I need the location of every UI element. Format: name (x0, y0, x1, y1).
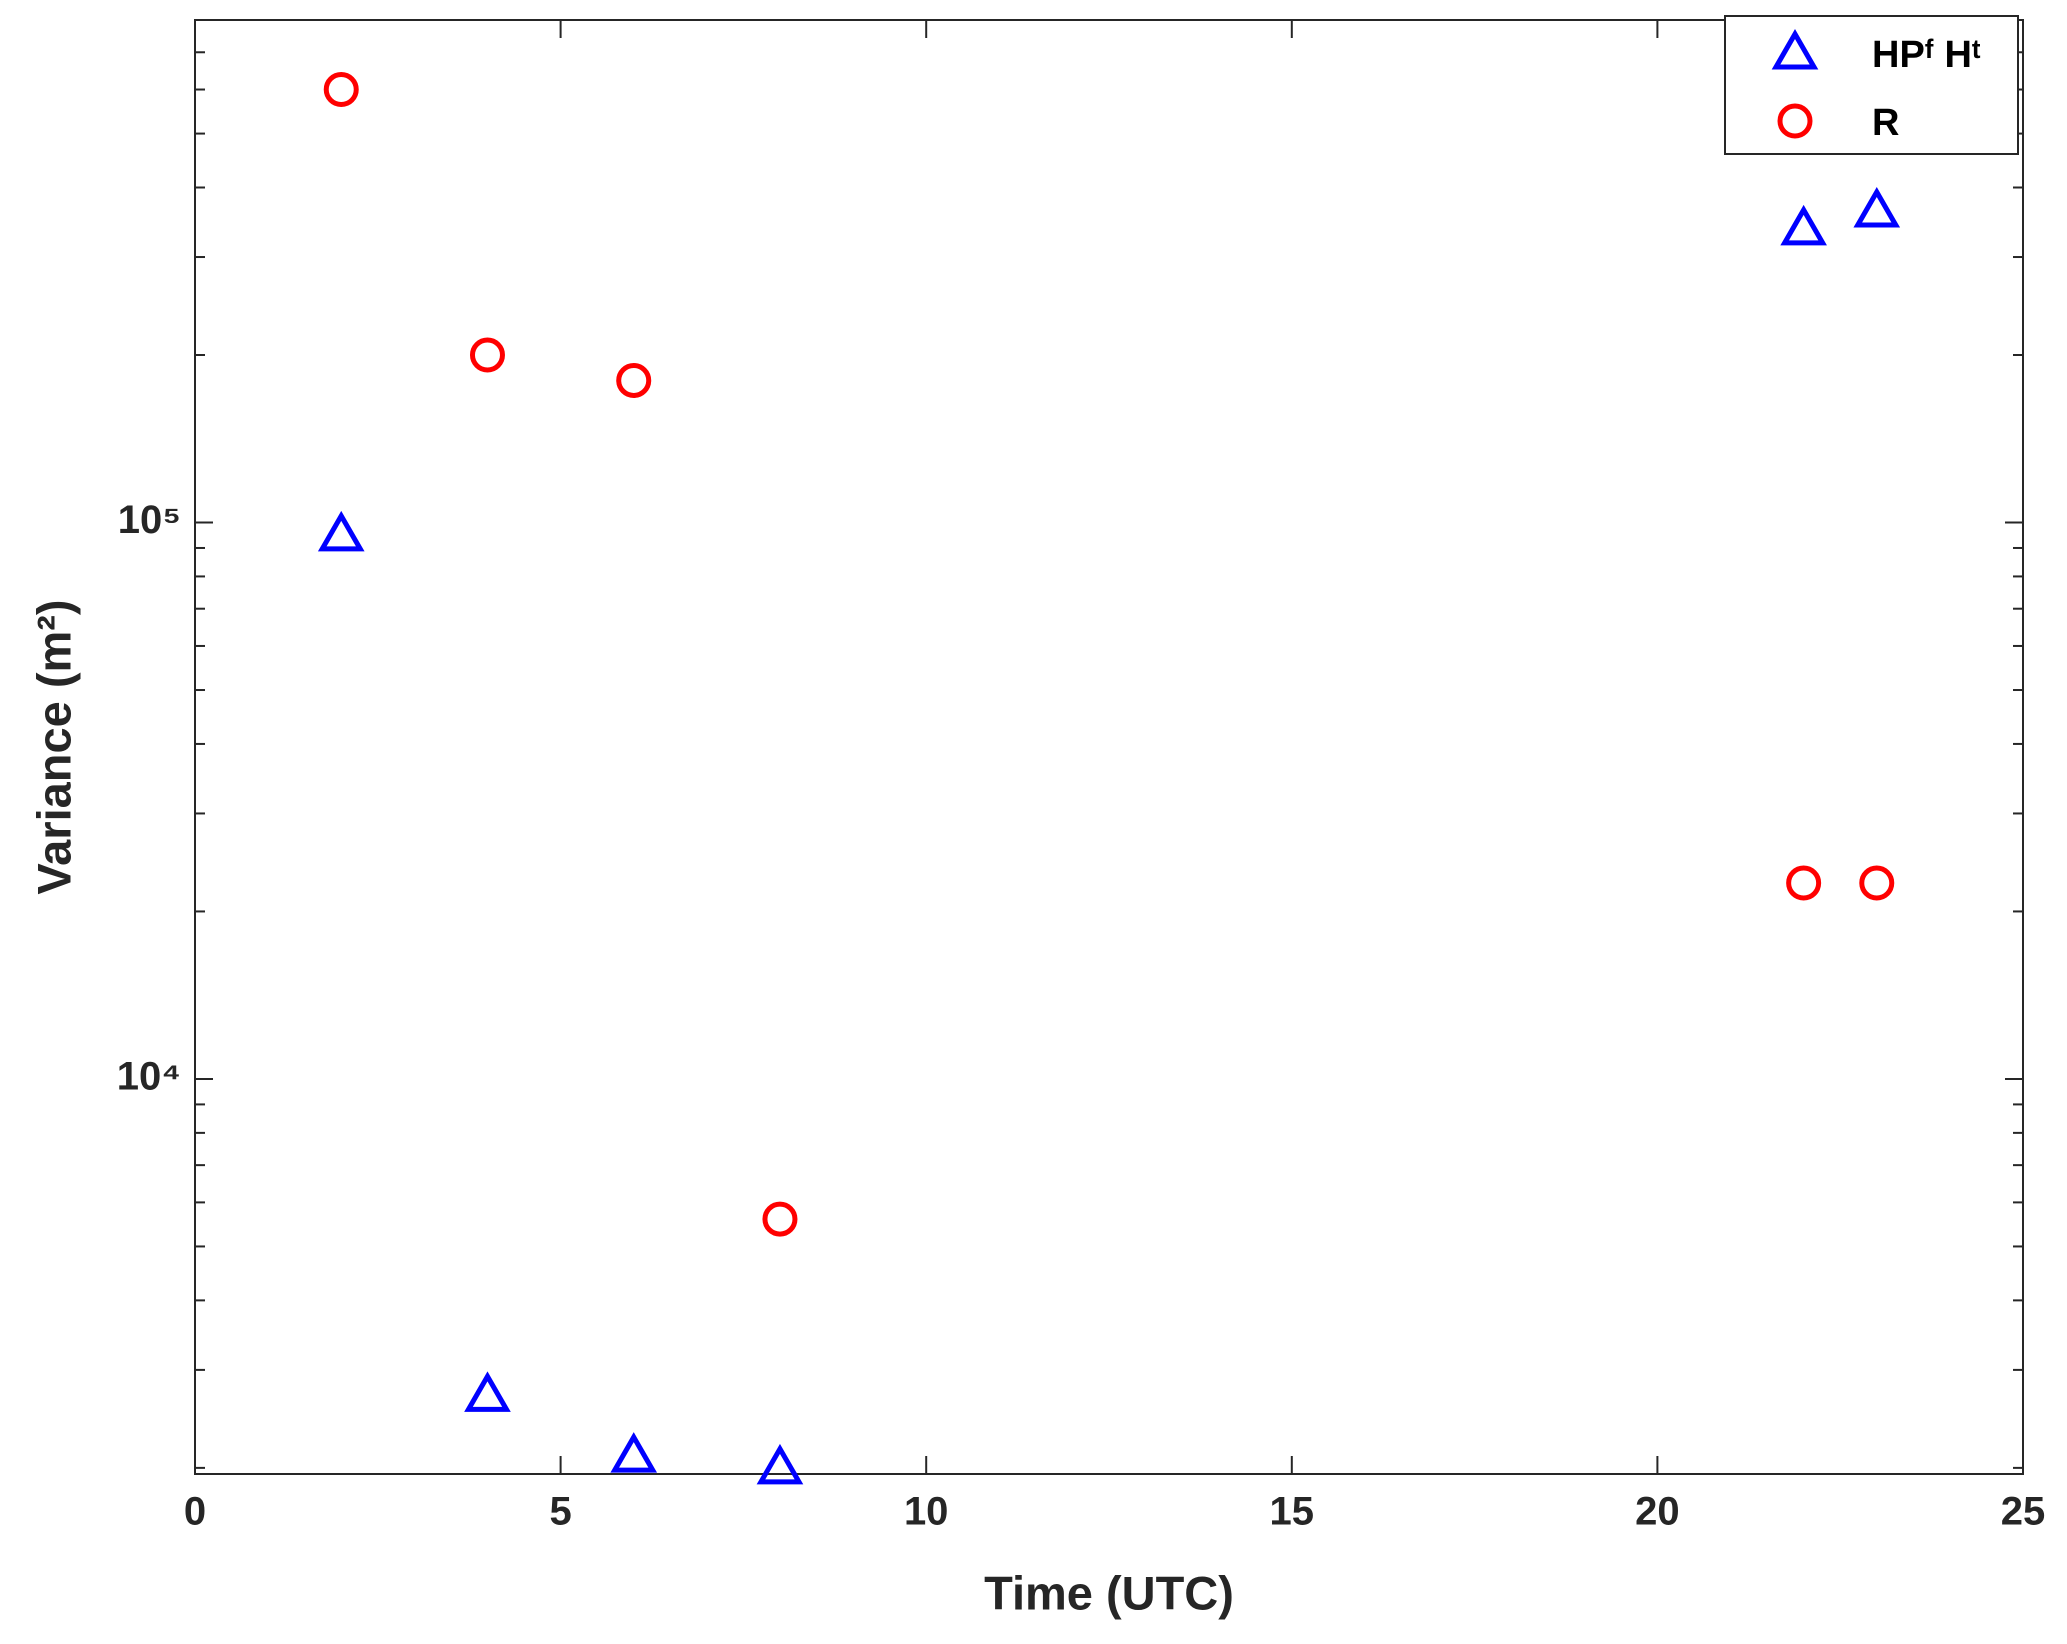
triangle-marker (1780, 204, 1827, 246)
triangle-marker (756, 1443, 804, 1485)
circle-marker (1777, 103, 1813, 139)
circle-marker (1786, 865, 1822, 901)
triangle-marker (317, 510, 365, 552)
y-tick-label: 10⁵ (118, 498, 181, 542)
circle-marker (616, 362, 652, 398)
triangle-marker (610, 1432, 658, 1473)
circle-marker (1859, 865, 1895, 901)
y-tick-label: 10⁴ (117, 1055, 181, 1099)
circle-marker (469, 337, 505, 373)
axes-box (194, 19, 2024, 1475)
triangle-marker (1771, 28, 1819, 70)
x-tick-label: 5 (549, 1490, 571, 1534)
x-tick-label: 10 (904, 1490, 949, 1534)
legend-label: HPᶠ Hᵗ (1872, 34, 1981, 76)
x-axis-label: Time (UTC) (984, 1566, 1234, 1619)
triangle-marker (464, 1371, 511, 1412)
legend-label: R (1872, 102, 1899, 144)
y-axis-label: Variance (m²) (27, 599, 80, 894)
circle-marker (762, 1201, 798, 1237)
x-tick-label: 25 (2001, 1490, 2046, 1534)
legend-box (1724, 15, 2019, 155)
circle-marker (323, 72, 359, 108)
x-tick-label: 0 (184, 1490, 206, 1534)
x-tick-label: 20 (1635, 1490, 1680, 1534)
x-tick-label: 15 (1270, 1490, 1315, 1534)
triangle-marker (1853, 186, 1901, 228)
